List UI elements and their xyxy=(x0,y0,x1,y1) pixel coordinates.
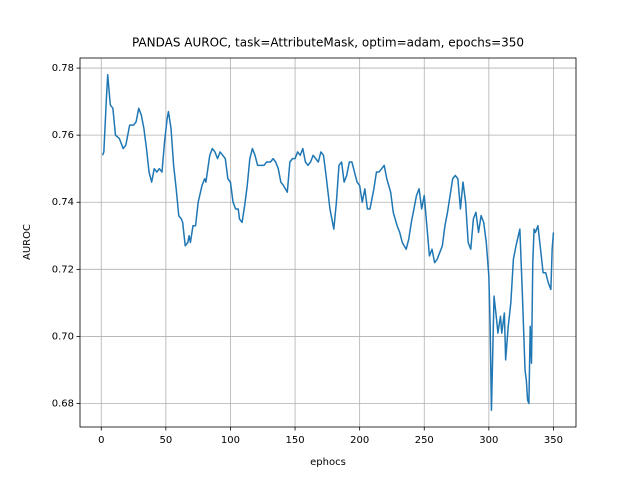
y-tick-label: 0.72 xyxy=(52,264,74,275)
y-tick-label: 0.70 xyxy=(52,331,74,342)
x-axis-label: ephocs xyxy=(310,457,346,468)
x-tick-label: 0 xyxy=(98,435,104,446)
x-tick-label: 200 xyxy=(350,435,369,446)
y-tick-label: 0.78 xyxy=(52,63,74,74)
line-layer xyxy=(101,74,555,411)
y-tick-label: 0.68 xyxy=(52,399,74,410)
plot-frame xyxy=(79,57,577,428)
x-tick-label: 100 xyxy=(221,435,240,446)
grid-layer xyxy=(80,58,576,427)
x-tick-label: 300 xyxy=(479,435,498,446)
x-tick-label: 350 xyxy=(544,435,563,446)
y-tick-label: 0.76 xyxy=(52,130,74,141)
x-tick-label: 50 xyxy=(159,435,172,446)
y-tick-label: 0.74 xyxy=(52,197,74,208)
data-line xyxy=(101,74,555,411)
x-tick-label: 150 xyxy=(286,435,305,446)
x-tick-label: 250 xyxy=(415,435,434,446)
chart-title: PANDAS AUROC, task=AttributeMask, optim=… xyxy=(132,36,524,50)
y-axis-label: AUROC xyxy=(22,224,33,260)
